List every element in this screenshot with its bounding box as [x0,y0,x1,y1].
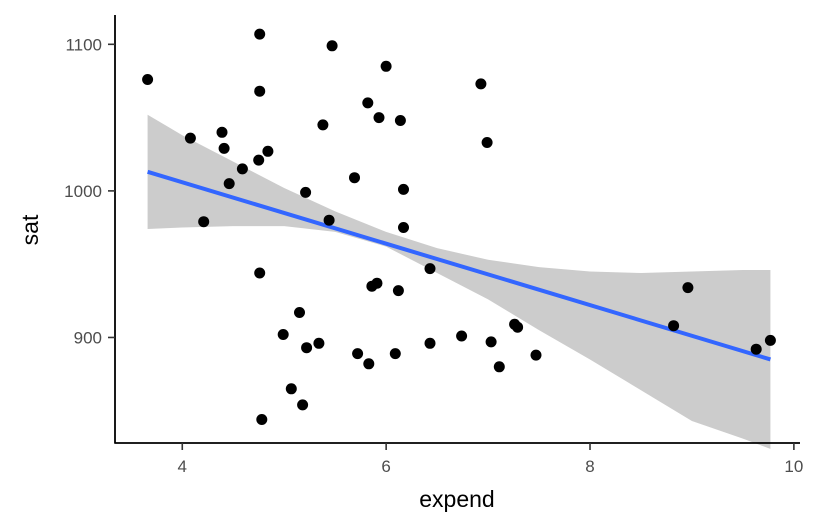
data-point [352,348,364,360]
confidence-band [147,114,771,449]
data-point [236,163,248,175]
data-point [254,85,266,97]
x-axis-title: expend [419,486,494,512]
data-point [493,361,505,373]
data-points-layer [142,28,776,425]
data-point [198,216,210,228]
data-point [512,321,524,333]
axes-layer: 4 6 8 10 900 1000 1100 [64,15,803,476]
data-point [530,349,542,361]
data-point [398,183,409,195]
data-point [253,154,265,166]
data-point [475,78,487,90]
y-axis-title: sat [17,214,43,245]
data-point [394,115,406,126]
data-point [326,40,338,52]
data-point [424,263,436,275]
data-point [380,60,392,72]
data-point [223,178,235,190]
data-point [300,186,312,198]
data-point [349,172,360,184]
data-point [363,358,375,370]
data-point [254,28,266,40]
data-point [184,132,196,144]
data-point [285,383,297,395]
data-point [313,337,325,349]
data-point [371,277,383,289]
data-point [301,342,313,354]
data-point [389,348,401,360]
data-point [294,307,305,318]
data-point [668,320,680,332]
data-point [317,119,329,131]
data-point [424,337,436,349]
data-point [456,330,468,342]
data-point [764,334,776,346]
data-point [216,126,228,138]
data-point [323,214,335,226]
data-point [485,336,497,348]
regression-line-layer [147,169,772,362]
data-point [362,97,374,109]
data-point [297,399,309,411]
x-tick-label: 6 [381,457,390,476]
data-point [481,137,493,148]
data-point [682,282,694,294]
confidence-band-layer [147,114,771,449]
data-point [277,329,289,340]
data-point [373,112,385,124]
y-tick-label: 1100 [65,35,102,54]
x-tick-label: 8 [585,457,594,476]
data-point [392,285,404,297]
data-point [256,414,268,425]
regression-line [147,169,772,362]
data-point [254,267,266,279]
data-point [142,74,154,85]
x-tick-label: 4 [178,457,187,476]
data-point [218,142,230,154]
data-point [750,343,762,355]
data-point [398,222,409,233]
x-tick-label: 10 [784,457,803,476]
y-tick-label: 900 [74,328,102,347]
data-point [262,145,274,157]
y-tick-label: 1000 [64,182,102,201]
